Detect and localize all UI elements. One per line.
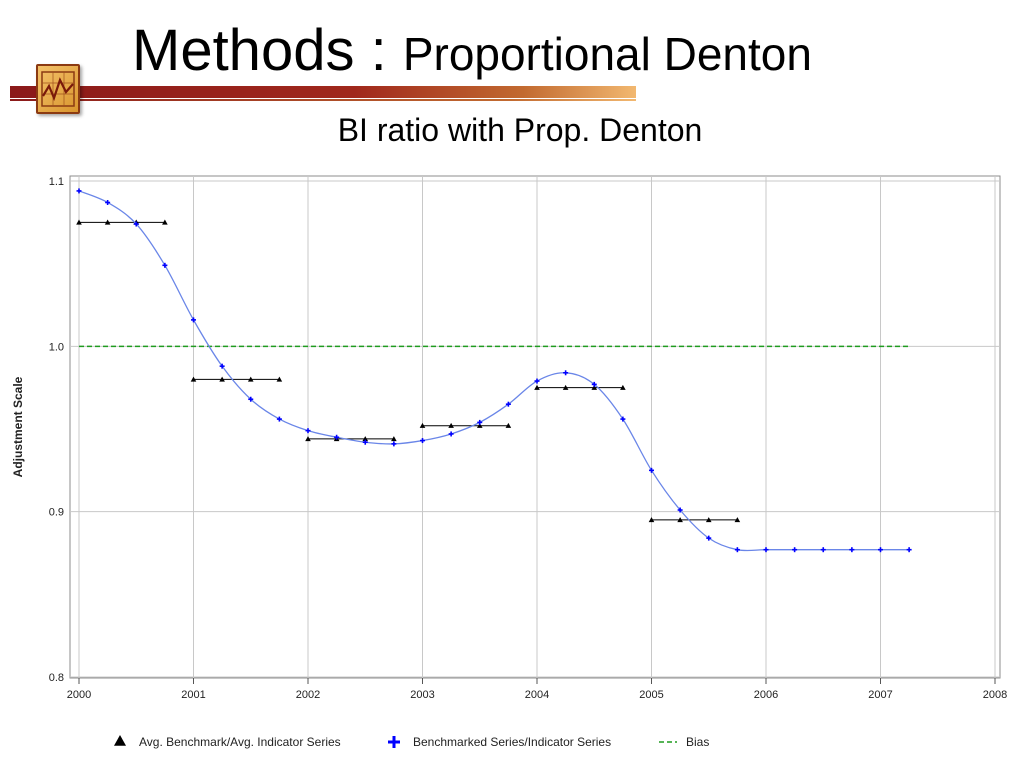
benchmarked-point	[305, 428, 311, 434]
benchmark-point	[276, 376, 283, 382]
x-tick-label: 2001	[181, 689, 205, 701]
benchmarked-point	[362, 439, 368, 445]
benchmarked-point	[820, 547, 826, 553]
y-tick-label: 0.9	[49, 507, 64, 519]
benchmark-point	[76, 219, 82, 225]
benchmark-point	[505, 422, 512, 428]
benchmark-point	[705, 517, 712, 523]
slide-title-sub: Proportional Denton	[402, 28, 812, 80]
y-tick-label: 0.8	[49, 672, 64, 684]
benchmark-point	[648, 517, 655, 523]
y-tick-label: 1.1	[49, 176, 64, 188]
benchmarked-point	[591, 381, 597, 387]
benchmarked-point	[219, 363, 225, 369]
benchmarked-point	[248, 396, 254, 402]
plot-area	[69, 175, 1001, 679]
benchmark-point	[562, 384, 569, 390]
benchmarked-point	[534, 378, 540, 384]
benchmarked-point	[563, 370, 569, 376]
benchmark-point	[162, 219, 168, 225]
legend-bias-label: Bias	[686, 735, 709, 749]
benchmarked-point	[706, 535, 712, 541]
benchmarked-point	[620, 416, 626, 422]
benchmark-point	[534, 384, 540, 390]
slide-title: Methods : Proportional Denton	[132, 22, 812, 80]
benchmarked-point	[334, 434, 340, 440]
y-axis-label: Adjustment Scale	[11, 376, 25, 477]
benchmarked-point	[734, 547, 740, 553]
benchmark-point	[391, 436, 397, 442]
benchmarked-point	[649, 467, 654, 473]
chart-logo-icon	[36, 64, 80, 114]
benchmarked-point	[906, 547, 912, 553]
benchmarked-point	[477, 419, 483, 425]
x-tick-label: 2007	[868, 689, 892, 701]
legend-benchmarked-label: Benchmarked Series/Indicator Series	[413, 735, 611, 749]
x-tick-label: 2004	[525, 689, 549, 701]
benchmark-point	[677, 517, 683, 523]
x-tick-label: 2006	[754, 689, 778, 701]
legend-benchmark-label: Avg. Benchmark/Avg. Indicator Series	[139, 735, 341, 749]
benchmarked-point	[849, 547, 855, 553]
benchmarked-point	[76, 188, 82, 194]
benchmark-point	[190, 376, 197, 382]
benchmark-point	[219, 376, 225, 382]
benchmarked-point	[878, 547, 883, 553]
x-tick-label: 2008	[983, 689, 1007, 701]
benchmarked-point	[133, 221, 139, 227]
benchmark-point	[591, 384, 598, 390]
benchmarked-point	[105, 199, 111, 205]
x-tick-label: 2003	[410, 689, 434, 701]
benchmark-point	[620, 384, 626, 390]
title-underline-thin	[10, 99, 636, 101]
benchmarked-point	[505, 401, 511, 407]
x-tick-label: 2002	[296, 689, 320, 701]
benchmark-point	[448, 422, 454, 428]
benchmarked-point	[792, 547, 798, 553]
benchmark-point	[305, 436, 311, 442]
benchmarked-point	[162, 262, 168, 268]
benchmark-point	[419, 422, 426, 428]
slide-title-main: Methods :	[132, 18, 403, 83]
benchmarked-point	[191, 317, 196, 323]
benchmark-point	[362, 436, 369, 442]
title-underline-bar	[10, 86, 636, 98]
y-tick-label: 1.0	[49, 341, 64, 353]
chart-title: BI ratio with Prop. Denton	[337, 112, 703, 148]
legend-benchmarked-icon	[388, 736, 400, 748]
benchmarked-point	[677, 507, 683, 513]
x-tick-label: 2005	[639, 689, 663, 701]
benchmark-point	[734, 517, 741, 523]
legend-benchmark-icon	[114, 735, 126, 746]
benchmark-point	[247, 376, 254, 382]
benchmark-point	[104, 219, 111, 225]
benchmarked-point	[420, 438, 425, 444]
benchmarked-point	[391, 441, 397, 447]
benchmarked-point	[448, 431, 454, 437]
benchmarked-point	[763, 547, 769, 553]
benchmarked-point	[276, 416, 282, 422]
line-chart: 0.8 0.9 1.0 1.1 2000 2001 2002 2003 2004 2005 2006…	[11, 175, 1007, 749]
benchmark-point	[476, 422, 483, 428]
x-tick-label: 2000	[67, 689, 91, 701]
